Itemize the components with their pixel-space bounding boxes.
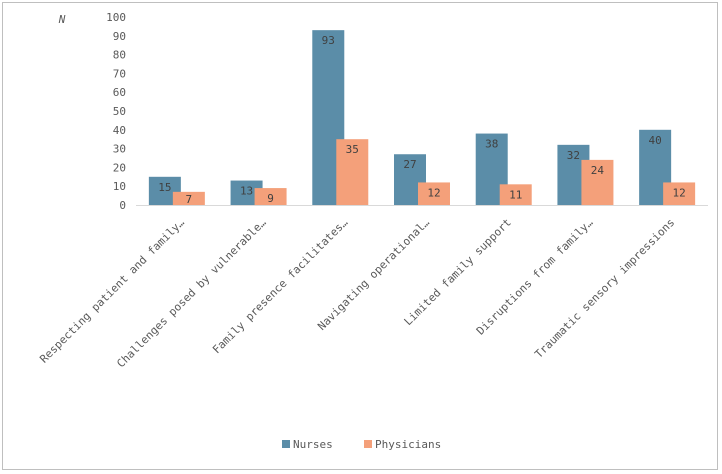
physicians-bar: [418, 182, 450, 205]
nurses-value-label: 93: [322, 34, 335, 47]
legend: Nurses Physicians: [282, 438, 441, 451]
category-label: Respecting patient and family…: [37, 216, 187, 366]
bars: [148, 30, 696, 205]
nurses-value-label: 40: [649, 134, 662, 147]
category-label: Traumatic sensory impressions: [532, 216, 677, 361]
y-tick-label: 0: [119, 199, 126, 212]
physicians-value-label: 12: [427, 186, 440, 199]
y-tick-label: 60: [113, 86, 126, 99]
nurses-value-label: 27: [403, 158, 416, 171]
category-labels: Respecting patient and family…Challenges…: [37, 216, 677, 371]
physicians-bar: [581, 159, 614, 205]
nurses-value-label: 13: [240, 185, 253, 198]
y-tick-label: 10: [113, 180, 126, 193]
y-tick-label: 90: [113, 30, 126, 43]
y-axis-label: N: [58, 13, 66, 26]
nurses-value-label: 32: [567, 149, 580, 162]
y-tick-label: 100: [106, 11, 126, 24]
physicians-legend-swatch: [364, 440, 372, 448]
chart-frame: [2, 2, 718, 470]
physicians-value-label: 7: [186, 193, 193, 206]
category-label: Challenges posed by vulnerable…: [114, 216, 269, 371]
nurses-legend-label: Nurses: [293, 438, 333, 451]
nurses-legend-swatch: [282, 440, 290, 448]
y-axis-ticks: 0 10 20 30 40 50 60 70 80 90 100: [106, 11, 126, 212]
physicians-value-label: 11: [509, 188, 522, 201]
y-tick-label: 70: [113, 67, 126, 80]
physicians-value-label: 35: [346, 143, 359, 156]
nurses-value-label: 15: [158, 181, 171, 194]
physicians-bar: [254, 188, 287, 205]
physicians-bar: [336, 139, 369, 205]
y-tick-label: 50: [113, 105, 126, 118]
physicians-bar: [663, 182, 696, 205]
physicians-value-label: 12: [673, 186, 686, 199]
y-tick-label: 40: [113, 124, 126, 137]
data-labels: 15 7 13 9 93 35 27 12 38 11 32 24 40 12: [158, 34, 686, 206]
y-tick-label: 30: [113, 143, 126, 156]
y-tick-label: 80: [113, 49, 126, 62]
category-label: Family presence facilitates…: [210, 216, 351, 357]
physicians-value-label: 9: [267, 192, 274, 205]
physicians-bar: [172, 191, 205, 205]
y-tick-label: 20: [113, 161, 126, 174]
nurses-value-label: 38: [485, 138, 498, 151]
physicians-legend-label: Physicians: [375, 438, 441, 451]
physicians-bar: [499, 184, 532, 205]
physicians-value-label: 24: [591, 164, 605, 177]
